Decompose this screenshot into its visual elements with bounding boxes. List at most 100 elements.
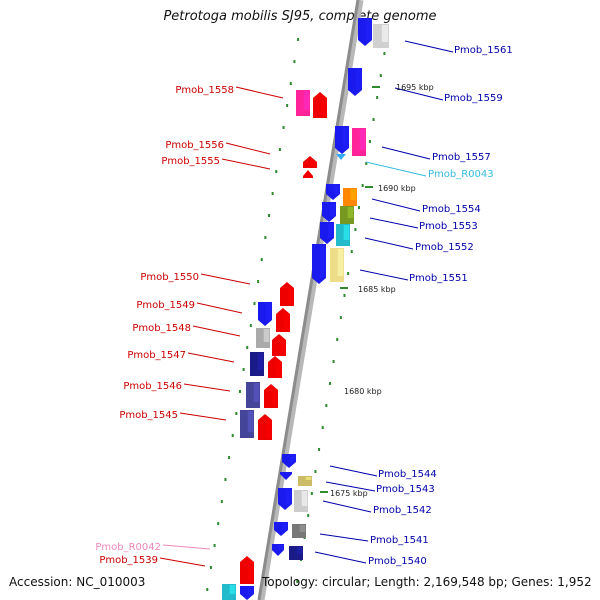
gene-block[interactable] <box>336 224 350 246</box>
gene-block[interactable] <box>276 308 290 332</box>
gene-label[interactable]: Pmob_1548 <box>132 323 191 334</box>
gene-block[interactable] <box>373 24 389 48</box>
leader-line <box>364 237 414 250</box>
gene-block[interactable] <box>264 384 278 408</box>
gene-block[interactable] <box>322 202 336 222</box>
gene-label[interactable]: Pmob_1557 <box>432 152 491 163</box>
gene-label[interactable]: Pmob_1555 <box>161 156 220 167</box>
gene-block-face <box>336 154 346 160</box>
gene-block[interactable] <box>278 488 292 510</box>
tick-mark <box>310 492 313 495</box>
gene-block[interactable] <box>330 248 344 282</box>
gene-block[interactable] <box>326 184 340 200</box>
gene-block[interactable] <box>303 156 317 168</box>
gene-label[interactable]: Pmob_1547 <box>127 350 186 361</box>
tick-mark <box>289 82 292 85</box>
gene-block[interactable] <box>280 472 292 480</box>
tick-mark <box>383 52 386 55</box>
tick-mark <box>358 206 361 209</box>
tick-mark <box>336 338 339 341</box>
tick-mark <box>268 214 271 217</box>
gene-block[interactable] <box>258 414 272 440</box>
gene-block[interactable] <box>258 302 272 326</box>
gene-block-shine <box>343 225 350 240</box>
tick-mark <box>361 184 364 187</box>
gene-block[interactable] <box>335 126 349 154</box>
gene-block[interactable] <box>294 490 308 512</box>
gene-block[interactable] <box>222 584 236 600</box>
gene-block-shine <box>329 203 336 216</box>
gene-label[interactable]: Pmob_R0043 <box>428 169 494 180</box>
gene-label[interactable]: Pmob_1553 <box>419 221 478 232</box>
leader-line <box>381 146 431 160</box>
gene-block-shine <box>347 207 354 218</box>
gene-label[interactable]: Pmob_R0042 <box>95 542 161 553</box>
tick-mark <box>275 170 278 173</box>
gene-block[interactable] <box>280 282 294 306</box>
gene-label[interactable]: Pmob_1543 <box>376 484 435 495</box>
tick-mark <box>318 448 321 451</box>
gene-block[interactable] <box>352 128 366 156</box>
gene-label[interactable]: Pmob_1539 <box>99 555 158 566</box>
gene-label[interactable]: Pmob_1552 <box>415 242 474 253</box>
backbone-line <box>257 0 364 600</box>
gene-block[interactable] <box>296 90 310 116</box>
gene-label[interactable]: Pmob_1545 <box>119 410 178 421</box>
gene-block[interactable] <box>272 544 284 556</box>
gene-label[interactable]: Pmob_1559 <box>444 93 503 104</box>
leader-line <box>322 500 372 513</box>
gene-block[interactable] <box>282 454 296 468</box>
gene-block[interactable] <box>274 522 288 536</box>
tick-mark <box>354 228 357 231</box>
gene-label[interactable]: Pmob_1542 <box>373 505 432 516</box>
gene-block[interactable] <box>292 524 306 538</box>
major-tick <box>340 287 348 289</box>
gene-label[interactable]: Pmob_1556 <box>165 140 224 151</box>
gene-label[interactable]: Pmob_1554 <box>422 204 481 215</box>
gene-block[interactable] <box>358 18 372 46</box>
gene-block[interactable] <box>343 188 357 206</box>
gene-block[interactable] <box>320 222 334 244</box>
tick-mark <box>264 236 267 239</box>
gene-label[interactable]: Pmob_1546 <box>123 381 182 392</box>
tick-mark <box>347 272 350 275</box>
gene-block[interactable] <box>340 206 354 224</box>
gene-label[interactable]: Pmob_1544 <box>378 469 437 480</box>
gene-block[interactable] <box>336 154 346 160</box>
scale-label: 1695 kbp <box>396 83 434 92</box>
gene-label[interactable]: Pmob_1541 <box>370 535 429 546</box>
gene-label[interactable]: Pmob_1558 <box>175 85 234 96</box>
gene-block[interactable] <box>298 476 312 486</box>
gene-block-shine <box>381 25 389 42</box>
gene-block[interactable] <box>240 586 254 600</box>
gene-block[interactable] <box>348 68 362 96</box>
gene-block[interactable] <box>246 382 260 408</box>
gene-block-shine <box>365 19 372 40</box>
gene-block[interactable] <box>289 546 303 560</box>
gene-label[interactable]: Pmob_1549 <box>136 300 195 311</box>
gene-block[interactable] <box>240 556 254 584</box>
tick-mark <box>296 580 299 583</box>
gene-block[interactable] <box>303 170 313 178</box>
gene-label[interactable]: Pmob_1540 <box>368 556 427 567</box>
gene-label[interactable]: Pmob_1561 <box>454 45 513 56</box>
gene-block-shine <box>305 477 312 480</box>
gene-label[interactable]: Pmob_1550 <box>140 272 199 283</box>
gene-block[interactable] <box>240 410 254 438</box>
leader-line <box>221 158 271 170</box>
leader-line <box>192 325 241 337</box>
tick-mark <box>238 390 241 393</box>
gene-block[interactable] <box>313 92 327 118</box>
gene-block[interactable] <box>268 356 282 378</box>
tick-mark <box>368 140 371 143</box>
gene-block[interactable] <box>250 352 264 376</box>
gene-block[interactable] <box>256 328 270 348</box>
gene-block[interactable] <box>272 334 286 356</box>
gene-block-shine <box>278 545 284 550</box>
tick-mark <box>278 148 281 151</box>
gene-block-shine <box>265 303 272 320</box>
gene-block[interactable] <box>312 244 326 284</box>
gene-label[interactable]: Pmob_1551 <box>409 273 468 284</box>
tick-mark <box>246 346 249 349</box>
gene-labels[interactable]: Pmob_1561 Pmob_1559 Pmob_1557 Pmob_R0043 Pmo… <box>95 45 512 567</box>
